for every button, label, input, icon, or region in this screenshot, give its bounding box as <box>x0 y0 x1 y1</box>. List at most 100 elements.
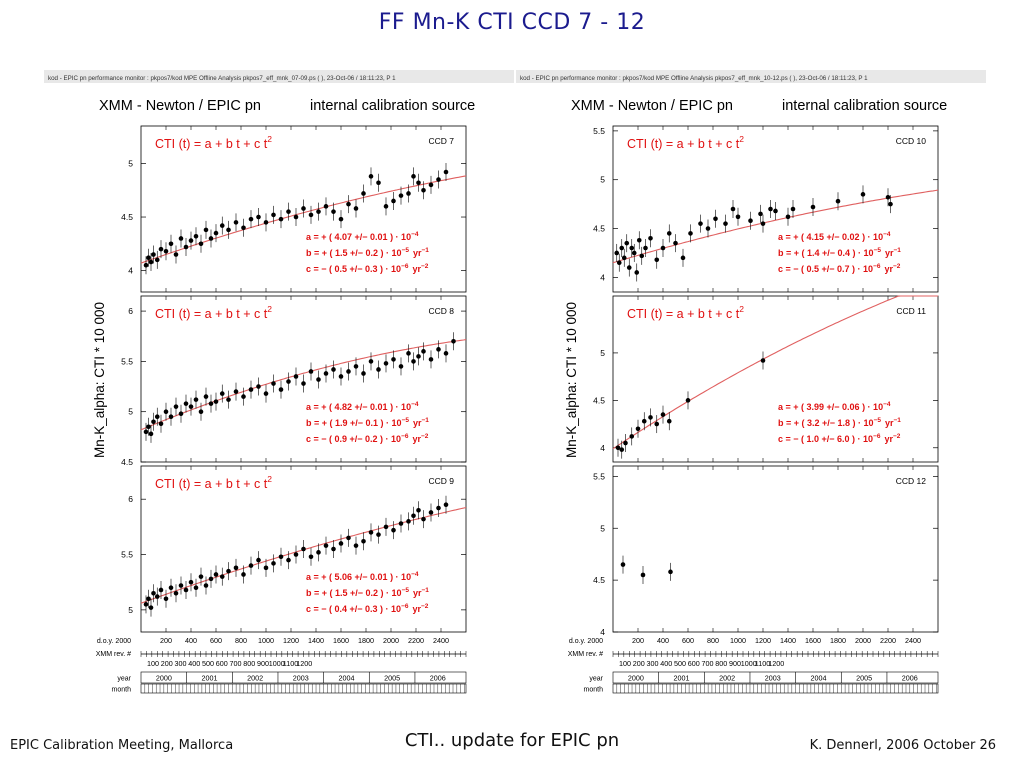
data-point <box>416 180 421 186</box>
data-point <box>443 351 449 356</box>
year-band <box>612 671 939 684</box>
coef-a: a = + ( 3.99 +/− 0.06 ) · 10−4 <box>778 401 891 412</box>
doy-tick-label: 2000 <box>383 636 399 645</box>
data-point <box>376 532 381 537</box>
coef-c: c = − ( 0.5 +/− 0.3 ) · 10−6 yr−2 <box>306 263 429 274</box>
rev-tick-label: 500 <box>674 659 686 668</box>
coef-unit-exponent: −2 <box>893 263 901 270</box>
coef-a: a = + ( 5.06 +/− 0.01 ) · 10−4 <box>306 571 419 582</box>
data-point <box>188 404 194 409</box>
doy-tick-label: 1000 <box>730 636 746 645</box>
y-tick-label: 4 <box>600 443 605 453</box>
rev-axis-label: XMM rev. # <box>96 651 131 658</box>
rev-tick-label: 200 <box>633 659 645 668</box>
data-point <box>278 387 284 392</box>
data-point <box>416 507 421 513</box>
y-tick-label: 5 <box>600 175 605 185</box>
data-point <box>383 361 389 366</box>
y-tick-label: 5.5 <box>593 126 605 136</box>
rev-tick-label: 900 <box>729 659 741 668</box>
data-point <box>361 191 366 196</box>
coef-b: b = + ( 1.9 +/− 0.1 ) · 10−5 yr−1 <box>306 417 429 428</box>
data-point <box>391 357 396 362</box>
data-point <box>278 216 284 222</box>
data-point <box>760 221 766 226</box>
data-point <box>226 397 231 402</box>
data-point <box>660 412 666 417</box>
coef-unit-exponent: −2 <box>421 263 429 270</box>
year-band <box>140 671 467 684</box>
data-point <box>619 447 625 452</box>
coef-unit-exponent: −2 <box>893 433 901 440</box>
data-point <box>758 211 763 217</box>
formula-exponent: 2 <box>739 304 744 314</box>
coef-exponent: −4 <box>411 401 419 408</box>
data-point <box>860 192 866 197</box>
data-point <box>286 209 291 214</box>
y-tick-label: 4.5 <box>593 395 605 405</box>
rev-tick-label: 200 <box>161 659 173 668</box>
data-point <box>668 569 673 575</box>
data-point <box>193 397 199 402</box>
data-point <box>188 579 194 585</box>
year-label: 2004 <box>810 674 826 683</box>
doy-tick-label: 2200 <box>880 636 896 645</box>
data-point <box>219 223 225 228</box>
data-point <box>810 204 816 210</box>
year-label: 2003 <box>765 674 781 683</box>
data-point <box>208 236 214 241</box>
data-point <box>178 236 184 241</box>
data-point <box>629 434 635 439</box>
data-point <box>640 572 646 578</box>
data-point <box>293 552 299 557</box>
data-point <box>158 587 164 593</box>
data-point <box>323 543 329 548</box>
rev-tick-label: 300 <box>175 659 187 668</box>
data-point <box>713 216 718 222</box>
data-point <box>634 270 640 275</box>
month-band <box>612 683 939 694</box>
year-label: 2006 <box>902 674 918 683</box>
chart-header: kod - EPIC pn performance monitor : pkpo… <box>48 75 396 82</box>
ccd-label: CCD 10 <box>896 136 927 146</box>
doy-tick-label: 200 <box>632 636 644 645</box>
doy-tick-label: 400 <box>185 636 197 645</box>
data-point <box>168 585 174 591</box>
rev-tick-label: 1200 <box>768 659 784 668</box>
coef-b: b = + ( 3.2 +/− 1.8 ) · 10−5 yr−1 <box>778 417 901 428</box>
data-point <box>301 206 306 211</box>
data-point <box>286 557 291 563</box>
header-strip <box>44 70 514 83</box>
right-figure: kod - EPIC pn performance monitor : pkpo… <box>516 70 986 698</box>
data-point <box>203 583 209 588</box>
coef-exponent: −6 <box>401 263 409 270</box>
data-point <box>346 369 351 374</box>
data-point <box>368 359 374 364</box>
data-point <box>376 367 381 372</box>
doy-tick-label: 1600 <box>805 636 821 645</box>
data-point <box>835 198 841 204</box>
formula-exponent: 2 <box>267 134 272 144</box>
coef-unit: yr <box>412 434 421 444</box>
chart-title-right: internal calibration source <box>310 98 475 114</box>
data-point <box>621 255 627 261</box>
data-point <box>316 209 321 214</box>
data-point <box>203 394 209 399</box>
data-point <box>226 568 231 574</box>
coef-exponent: −6 <box>401 603 409 610</box>
data-point <box>271 561 276 566</box>
data-point <box>198 574 204 579</box>
rev-tick-label: 1100 <box>755 659 770 668</box>
data-point <box>219 574 225 579</box>
y-tick-label: 4.5 <box>121 212 133 222</box>
data-point <box>411 359 416 364</box>
year-label: 2001 <box>201 674 217 683</box>
data-point <box>773 208 778 214</box>
year-label: 2005 <box>856 674 872 683</box>
coef-b: b = + ( 1.5 +/− 0.2 ) · 10−5 yr−1 <box>306 247 429 258</box>
doy-tick-label: 1200 <box>755 636 771 645</box>
data-point <box>443 502 449 508</box>
formula-text: CTI (t) = a + b t + c t2 <box>627 134 744 151</box>
doy-tick-label: 1400 <box>308 636 324 645</box>
data-point <box>308 212 314 218</box>
